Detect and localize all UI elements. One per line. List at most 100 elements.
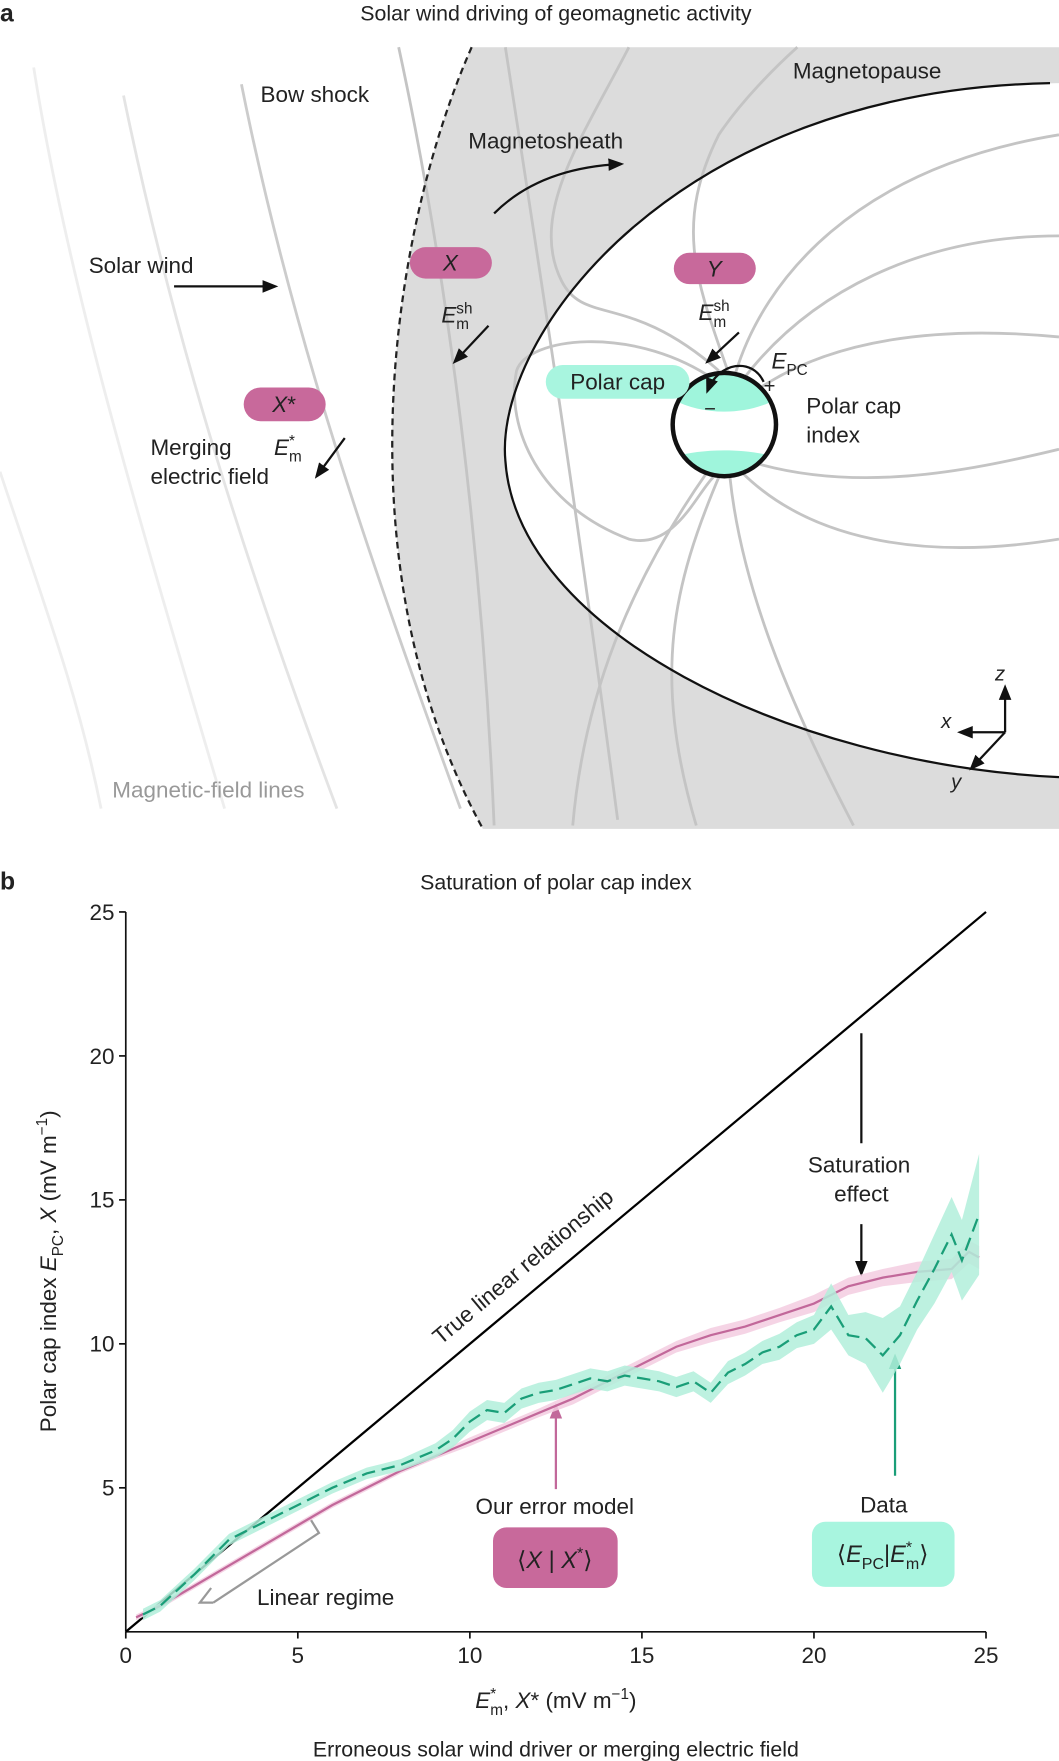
x-tick-label: 0 xyxy=(120,1643,133,1668)
text-part: X xyxy=(560,1547,578,1573)
text-part: E xyxy=(36,1255,61,1271)
axis-label: y xyxy=(949,771,963,793)
y-tick-label: 25 xyxy=(90,900,115,925)
pill xyxy=(409,247,492,279)
text-part: ) xyxy=(36,1110,61,1117)
text-part: * xyxy=(577,1544,583,1562)
text-part: PC xyxy=(862,1555,884,1573)
line xyxy=(125,911,987,1633)
line xyxy=(142,1213,981,1616)
y-tick-label: 20 xyxy=(90,1044,115,1069)
text-part: m xyxy=(289,449,302,466)
field-lines xyxy=(0,46,1059,827)
y-axis-label: Polar cap index EPC, X (mV m−1) xyxy=(34,1110,67,1432)
text-part: PC xyxy=(786,362,807,379)
text-part: Y xyxy=(707,256,724,281)
pill xyxy=(673,252,756,285)
label: Polar cap xyxy=(806,393,901,418)
text-part: ⟨ xyxy=(517,1547,526,1573)
sign: + xyxy=(764,376,776,398)
text-part: * xyxy=(490,1686,496,1703)
text-part: ⟩ xyxy=(919,1541,928,1567)
text-part: , xyxy=(36,1223,61,1235)
text-part: ) xyxy=(629,1688,636,1713)
chart-title: Saturation of polar cap index xyxy=(420,870,692,894)
legend-symbol: ⟨X | X*⟩ xyxy=(517,1544,592,1572)
field-label: Esh m xyxy=(699,298,730,331)
text-part: m xyxy=(906,1555,919,1573)
label: Magnetopause xyxy=(793,59,942,84)
x-tick-label: 25 xyxy=(974,1643,999,1668)
x-tick-label: 20 xyxy=(801,1643,826,1668)
label: electric field xyxy=(150,464,269,489)
text-part: Polar cap index xyxy=(36,1271,61,1432)
line-label: True linear relationship xyxy=(428,1184,618,1349)
annotation: Saturation xyxy=(808,1152,910,1177)
text-part: * (mV m xyxy=(530,1688,611,1713)
sign: − xyxy=(704,399,716,421)
text-part: (mV m xyxy=(36,1135,61,1207)
text-part: E xyxy=(846,1541,862,1567)
text-part: X xyxy=(271,392,288,417)
text-part: E xyxy=(699,300,715,325)
text-part: m xyxy=(490,1702,503,1719)
text-part: E xyxy=(890,1541,906,1567)
x-tick-label: 5 xyxy=(292,1643,305,1668)
caption: Erroneous solar wind driver or merging e… xyxy=(313,1737,799,1761)
pill-label: Y xyxy=(707,256,724,281)
pill xyxy=(545,365,690,399)
bracket xyxy=(197,1517,321,1604)
earth-outline xyxy=(670,370,779,479)
text-part: X xyxy=(36,1207,61,1224)
panel-label: b xyxy=(0,868,15,895)
text-part: E xyxy=(475,1688,491,1713)
chart: b Saturation of polar cap index E* m, X* … xyxy=(0,868,998,1761)
magnetosheath-region xyxy=(392,47,1059,829)
field-label: E* m xyxy=(274,433,302,466)
text-part: E xyxy=(772,348,788,373)
legend-box xyxy=(493,1527,618,1588)
label: Polar cap xyxy=(570,370,665,395)
label: Bow shock xyxy=(261,82,370,107)
annotation: Linear regime xyxy=(257,1585,394,1610)
y-tick-label: 15 xyxy=(90,1188,115,1213)
text-part: sh xyxy=(456,300,472,317)
text-part: * xyxy=(906,1539,912,1557)
annotation: effect xyxy=(834,1182,889,1207)
label: index xyxy=(806,423,860,448)
text-part: E xyxy=(274,435,290,460)
x-axis-label: E* m, X* (mV m−1) xyxy=(475,1686,636,1719)
diagram: a Solar wind driving of geomagnetic acti… xyxy=(0,0,1059,830)
arrows xyxy=(174,158,1012,771)
x-tick-label: 10 xyxy=(457,1643,482,1668)
pill-label: X* xyxy=(271,392,296,417)
legend-label: Our error model xyxy=(476,1494,634,1519)
y-tick-label: 5 xyxy=(102,1476,115,1501)
error-band xyxy=(136,1240,980,1621)
text-part: X xyxy=(515,1688,532,1713)
field-label: Esh m xyxy=(441,300,472,333)
label: Magnetosheath xyxy=(468,128,623,153)
label: Merging xyxy=(150,435,231,460)
text-part: X xyxy=(442,251,459,276)
x-tick-label: 15 xyxy=(629,1643,654,1668)
legend-box xyxy=(811,1521,955,1587)
text-part: | xyxy=(542,1547,561,1573)
text-part: ⟨ xyxy=(837,1541,846,1567)
legend-symbol: ⟨EPC|E* m⟩ xyxy=(837,1539,929,1574)
text-part: E xyxy=(441,302,457,327)
text-part: ⟩ xyxy=(583,1547,592,1573)
text-part: −1 xyxy=(612,1686,629,1703)
pill xyxy=(243,387,326,422)
bow-shock xyxy=(391,46,484,830)
text-part: sh xyxy=(713,298,729,315)
line xyxy=(135,1250,980,1619)
y-tick-label: 10 xyxy=(90,1332,115,1357)
field-label: EPC xyxy=(772,348,808,379)
text-part: PC xyxy=(50,1235,67,1256)
panel-label: a xyxy=(0,0,14,27)
magnetopause xyxy=(503,82,1059,779)
panel-title: Solar wind driving of geomagnetic activi… xyxy=(360,1,752,25)
text-part: m xyxy=(713,314,726,331)
